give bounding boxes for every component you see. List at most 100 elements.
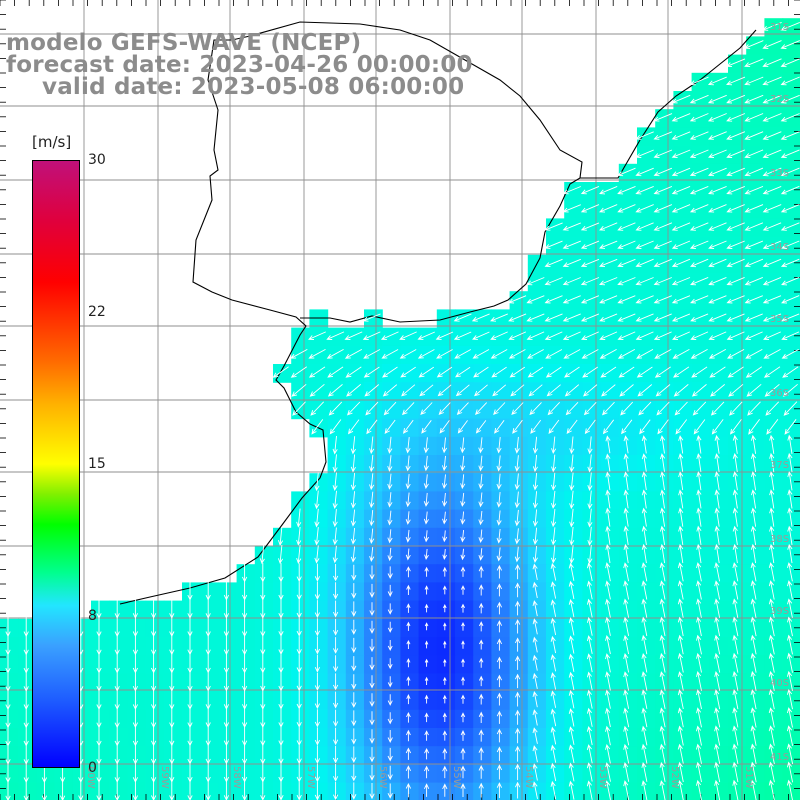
field-cell xyxy=(582,400,602,420)
field-cell xyxy=(18,782,37,800)
wind-arrow xyxy=(478,747,484,761)
wind-arrow xyxy=(696,689,702,710)
wind-arrow xyxy=(707,94,727,104)
wind-arrow xyxy=(435,331,454,340)
wind-arrow xyxy=(623,435,629,454)
wind-arrow xyxy=(550,599,557,617)
field-cell xyxy=(109,782,128,800)
field-cell xyxy=(91,618,110,638)
wind-arrow xyxy=(387,783,393,799)
field-cell xyxy=(764,218,784,238)
wind-arrow xyxy=(562,331,581,340)
field-cell xyxy=(309,655,329,674)
wind-arrow xyxy=(350,546,356,563)
field-cell xyxy=(546,637,565,656)
field-cell xyxy=(600,200,620,219)
wind-arrow xyxy=(780,40,800,49)
field-cell xyxy=(327,509,347,529)
wind-arrow xyxy=(532,709,538,726)
field-cell xyxy=(364,637,383,656)
wind-arrow xyxy=(620,401,634,416)
wind-arrow xyxy=(562,258,581,268)
field-cell xyxy=(546,455,565,474)
wind-arrow xyxy=(696,453,702,472)
wind-arrow xyxy=(5,780,11,800)
field-cell xyxy=(546,382,565,401)
field-cell xyxy=(746,473,765,492)
field-cell xyxy=(345,400,365,420)
wind-arrow xyxy=(544,222,563,231)
wind-arrow xyxy=(472,349,490,359)
field-cell xyxy=(345,546,365,565)
wind-arrow xyxy=(732,707,739,728)
field-cell xyxy=(364,345,383,365)
field-cell xyxy=(527,655,547,674)
field-cell xyxy=(382,691,401,711)
wind-arrow xyxy=(327,366,344,378)
field-cell xyxy=(691,400,711,420)
wind-arrow xyxy=(599,313,618,322)
field-cell xyxy=(491,527,511,547)
wind-arrow xyxy=(605,653,611,673)
wind-arrow xyxy=(787,562,793,582)
field-cell xyxy=(455,618,474,638)
wind-arrow xyxy=(314,763,321,783)
field-cell xyxy=(436,600,456,620)
wind-arrow xyxy=(623,780,630,800)
wind-arrow xyxy=(605,580,611,600)
field-cell xyxy=(163,618,183,638)
wind-arrow xyxy=(332,582,339,600)
field-cell xyxy=(746,655,765,674)
field-cell xyxy=(455,364,474,383)
field-cell xyxy=(582,582,602,602)
field-cell xyxy=(600,746,620,765)
wind-arrow xyxy=(96,781,102,800)
field-cell xyxy=(436,564,456,583)
wind-arrow xyxy=(569,545,575,564)
field-cell xyxy=(145,746,165,765)
field-cell xyxy=(236,655,256,674)
wind-arrow xyxy=(532,545,538,564)
field-cell xyxy=(163,600,183,620)
wind-arrow xyxy=(653,185,673,195)
field-cell xyxy=(273,637,292,656)
field-cell xyxy=(764,473,784,492)
field-cell xyxy=(618,764,638,784)
wind-arrow xyxy=(714,779,721,800)
wind-arrow xyxy=(460,730,466,741)
wind-arrow xyxy=(696,489,702,509)
field-cell xyxy=(527,418,547,438)
field-cell xyxy=(236,564,256,583)
wind-arrow xyxy=(659,725,666,746)
wind-arrow xyxy=(418,366,435,378)
wind-arrow xyxy=(659,489,666,509)
wind-arrow xyxy=(417,349,435,359)
field-cell xyxy=(746,418,765,438)
wind-arrow xyxy=(568,780,575,800)
wind-arrow xyxy=(150,781,157,800)
wind-arrow xyxy=(550,490,557,509)
field-cell xyxy=(582,691,602,711)
field-cell xyxy=(0,782,19,800)
wind-arrow xyxy=(364,384,380,397)
wind-arrow xyxy=(471,313,490,322)
field-cell xyxy=(746,36,765,56)
field-cell xyxy=(782,54,800,74)
field-cell xyxy=(655,309,674,329)
wind-arrow xyxy=(496,674,503,688)
wind-arrow xyxy=(460,511,466,525)
field-cell xyxy=(618,509,638,529)
field-cell xyxy=(728,418,747,438)
wind-arrow xyxy=(671,149,691,158)
field-cell xyxy=(673,418,693,438)
wind-arrow xyxy=(659,616,666,637)
wind-arrow xyxy=(384,419,396,435)
wind-arrow xyxy=(406,621,411,631)
wind-arrow xyxy=(689,149,709,158)
field-cell xyxy=(746,364,765,383)
wind-arrow xyxy=(623,707,630,728)
field-cell xyxy=(491,382,511,401)
wind-arrow xyxy=(714,743,721,764)
field-cell xyxy=(564,345,583,365)
wind-arrow xyxy=(744,167,764,177)
